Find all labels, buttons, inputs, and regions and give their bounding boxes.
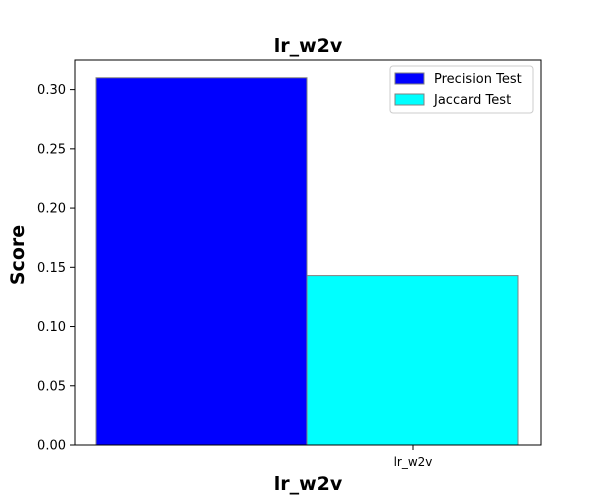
y-tick-label: 0.25	[37, 142, 66, 157]
y-tick-label: 0.10	[37, 320, 66, 335]
legend-swatch	[394, 72, 425, 85]
y-tick-label: 0.05	[37, 379, 66, 394]
legend-swatch	[394, 93, 425, 106]
bars-layer	[95, 77, 519, 446]
x-axis-label: lr_w2v	[274, 473, 343, 495]
legend-label: Jaccard Test	[433, 93, 511, 108]
bar-jaccard-test-lr-w2v	[306, 275, 519, 446]
plot-frame	[74, 59, 542, 446]
y-ticks: 0.00 0.05 0.10 0.15 0.20 0.25 0.30	[37, 83, 75, 454]
legend: Precision Test Jaccard Test	[389, 65, 534, 114]
y-tick-label: 0.20	[37, 202, 66, 217]
x-tick-label: lr_w2v	[394, 455, 433, 469]
x-ticks: lr_w2v	[394, 445, 433, 469]
chart-title: lr_w2v	[274, 35, 343, 57]
bar-precision-test-lr-w2v	[95, 77, 308, 446]
y-tick-label: 0.30	[37, 83, 66, 98]
y-axis-label: Score	[7, 225, 29, 285]
y-tick-label: 0.15	[37, 261, 66, 276]
legend-box	[389, 65, 534, 114]
y-tick-label: 0.00	[37, 439, 66, 454]
legend-label: Precision Test	[434, 72, 522, 87]
